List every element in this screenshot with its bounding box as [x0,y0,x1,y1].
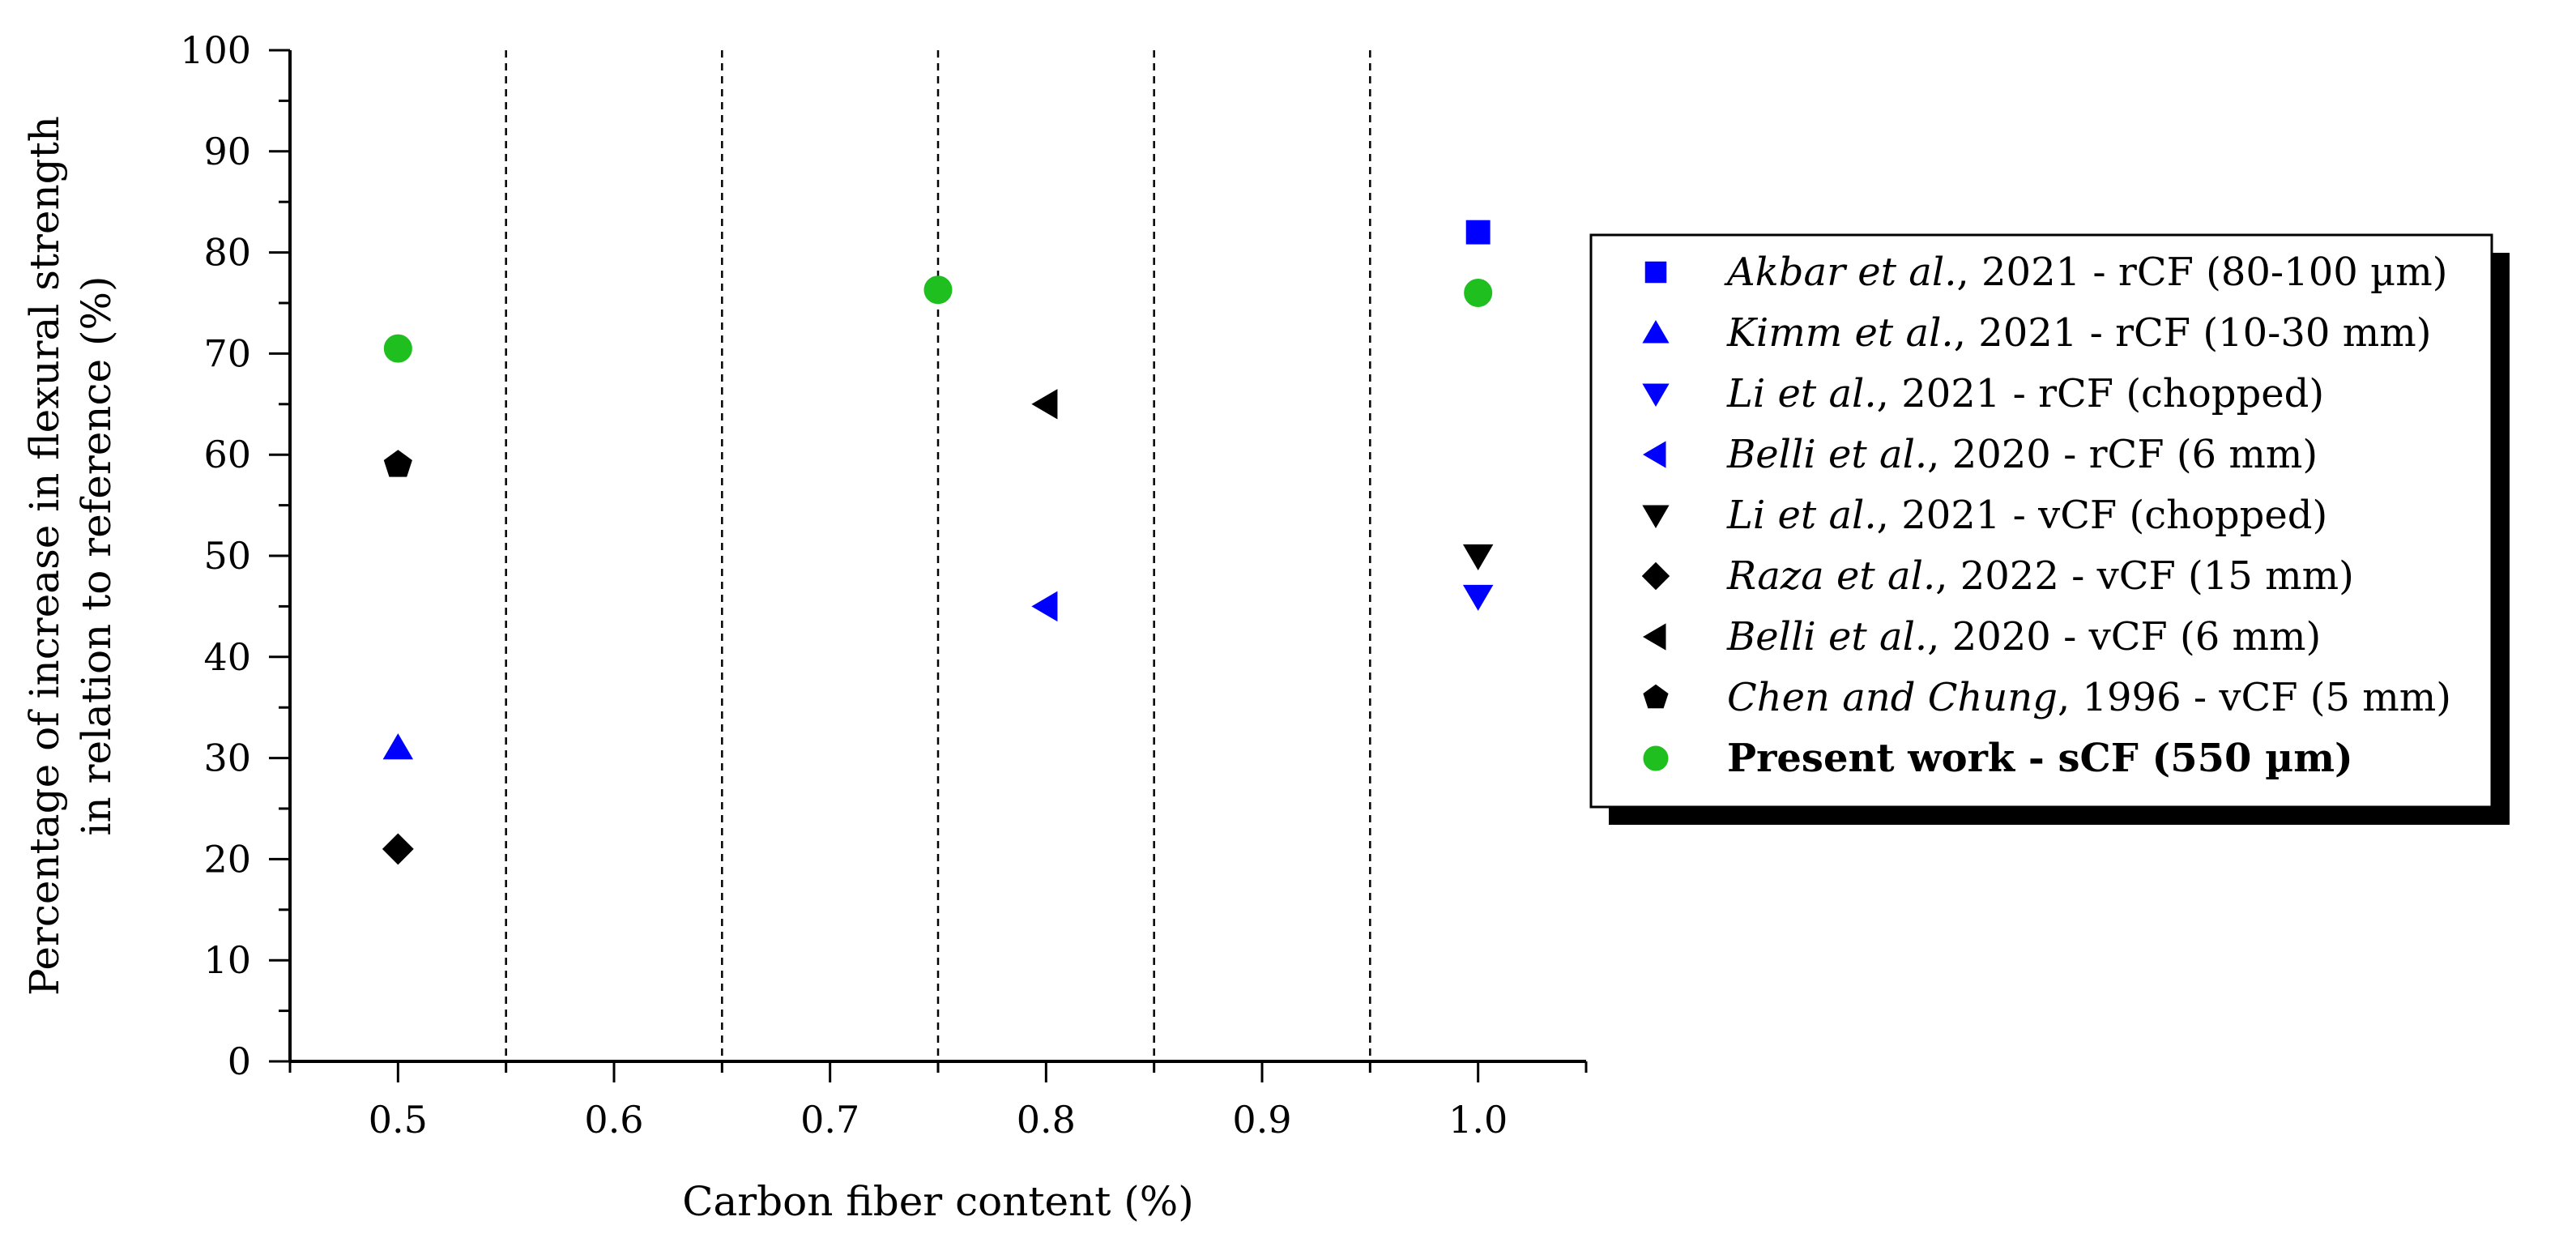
legend-items: Akbar et al., 2021 - rCF (80-100 µm)Kimm… [1641,250,2451,781]
y-tick-label: 20 [203,837,251,881]
x-axis-ticks: 0.5 0.6 0.7 0.8 0.9 1.0 [288,1061,1588,1142]
legend-label-detail: Present work - sCF (550 µm) [1727,736,2353,781]
legend-marker-diamond [1641,561,1670,591]
legend-marker-triangle-left [1643,441,1666,468]
legend-label-detail: , 2020 - rCF (6 mm) [1927,432,2318,477]
legend-label-author: Chen and Chung [1727,675,2058,720]
legend-item: Li et al., 2021 - vCF (chopped) [1642,493,2327,538]
legend-item: Li et al., 2021 - rCF (chopped) [1642,371,2324,416]
legend-marker-triangle-left [1643,623,1666,651]
legend-marker-triangle-up [1642,320,1670,344]
legend-label: Akbar et al., 2021 - rCF (80-100 µm) [1724,250,2447,295]
data-point-triangle-down [1462,584,1494,611]
x-tick-label: 0.9 [1232,1098,1291,1142]
data-point-circle [1464,279,1493,308]
x-axis-title: Carbon fiber content (%) [682,1178,1194,1225]
y-tick-label: 50 [203,534,251,578]
x-tick-label: 0.7 [800,1098,859,1142]
legend-label-author: Akbar et al. [1724,250,1956,295]
legend-label-detail: , 2021 - rCF (10-30 mm) [1954,310,2432,356]
legend-label-detail: , 2022 - vCF (15 mm) [1935,553,2354,599]
y-axis-title-line-1: Percentage of increase in flexural stren… [21,116,68,996]
legend-label: Present work - sCF (550 µm) [1727,736,2353,781]
y-axis-title: Percentage of increase in flexural stren… [21,116,120,996]
y-axis-ticks: 0 10 20 30 40 50 60 70 80 90 100 [180,28,290,1083]
x-tick-label: 1.0 [1448,1098,1508,1142]
legend: Akbar et al., 2021 - rCF (80-100 µm)Kimm… [1589,233,2510,825]
y-tick-label: 100 [180,28,251,72]
legend-label-detail: , 2021 - rCF (chopped) [1877,371,2324,416]
legend-item: Belli et al., 2020 - rCF (6 mm) [1643,432,2318,477]
y-tick-label: 30 [203,736,251,780]
legend-label-detail: , 2021 - vCF (chopped) [1877,493,2328,538]
legend-label-author: Kimm et al. [1726,310,1954,356]
legend-label: Kimm et al., 2021 - rCF (10-30 mm) [1726,310,2431,356]
legend-label-author: Raza et al. [1726,553,1935,599]
legend-label: Belli et al., 2020 - vCF (6 mm) [1726,614,2321,660]
legend-label-author: Belli et al. [1726,614,1927,660]
legend-item: Belli et al., 2020 - vCF (6 mm) [1643,614,2321,660]
data-point-triangle-down [1462,544,1494,570]
legend-item: Present work - sCF (550 µm) [1643,736,2353,781]
data-point-diamond [382,833,414,865]
data-point-circle [923,275,953,305]
legend-label-detail: , 1996 - vCF (5 mm) [2058,675,2451,720]
y-tick-label: 90 [203,130,251,173]
legend-marker-square [1644,261,1667,284]
legend-item: Raza et al., 2022 - vCF (15 mm) [1641,553,2354,599]
y-tick-label: 10 [203,938,251,982]
y-axis-title-line-2: in relation to reference (%) [73,275,120,835]
legend-marker-pentagon [1643,684,1669,709]
y-tick-label: 40 [203,635,251,679]
data-points [382,220,1494,865]
y-tick-label: 80 [203,231,251,275]
legend-item: Kimm et al., 2021 - rCF (10-30 mm) [1642,310,2431,356]
data-point-triangle-up [382,733,414,760]
y-tick-label: 60 [203,433,251,476]
x-tick-label: 0.5 [369,1098,428,1142]
data-point-triangle-left [1031,389,1058,420]
data-point-pentagon [383,450,412,477]
legend-label-author: Li et al. [1726,493,1877,538]
legend-marker-circle [1643,745,1669,771]
legend-item: Chen and Chung, 1996 - vCF (5 mm) [1643,675,2451,720]
x-tick-label: 0.8 [1017,1098,1076,1142]
y-tick-label: 70 [203,331,251,375]
legend-label: Li et al., 2021 - rCF (chopped) [1726,371,2324,416]
legend-label: Belli et al., 2020 - rCF (6 mm) [1726,432,2318,477]
legend-label-author: Li et al. [1726,371,1877,416]
legend-box [1589,233,2493,809]
legend-item: Akbar et al., 2021 - rCF (80-100 µm) [1644,250,2447,295]
legend-label: Chen and Chung, 1996 - vCF (5 mm) [1727,675,2451,720]
legend-label-author: Belli et al. [1726,432,1927,477]
legend-label-detail: , 2020 - vCF (6 mm) [1927,614,2321,660]
x-tick-label: 0.6 [584,1098,643,1142]
legend-marker-triangle-down [1642,505,1670,528]
legend-label: Raza et al., 2022 - vCF (15 mm) [1726,553,2354,599]
data-point-circle [383,334,412,363]
data-point-triangle-left [1031,591,1058,622]
y-tick-label: 0 [228,1039,251,1083]
legend-marker-triangle-down [1642,383,1670,407]
data-point-square [1465,220,1491,245]
legend-label-detail: , 2021 - rCF (80-100 µm) [1956,250,2447,295]
grid-lines [505,50,1371,1061]
legend-label: Li et al., 2021 - vCF (chopped) [1726,493,2327,538]
